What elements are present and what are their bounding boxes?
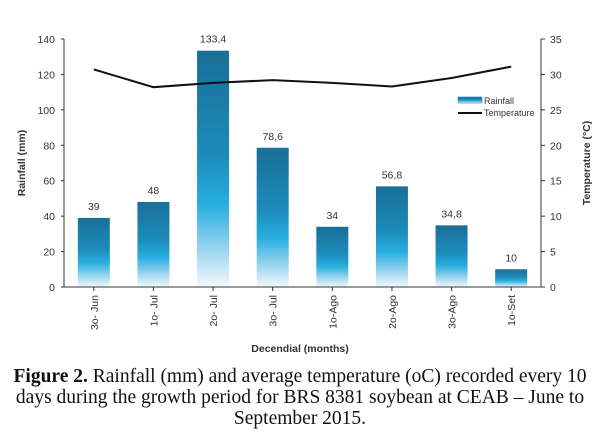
x-tick-label: 3o- Jun xyxy=(89,295,101,330)
y2-tick-label: 30 xyxy=(550,69,562,81)
x-tick-label: 1o-Set xyxy=(506,295,518,326)
x-tick-label: 2o-Ago xyxy=(387,295,399,329)
y2-tick-label: 5 xyxy=(550,247,556,259)
rainfall-bar xyxy=(435,225,468,287)
bar-data-label: 133,4 xyxy=(200,34,226,46)
rainfall-bar xyxy=(316,226,349,287)
x-axis-title: Decendial (months) xyxy=(251,343,348,355)
bar-data-label: 56,8 xyxy=(382,169,403,181)
y2-tick-label: 0 xyxy=(550,282,556,294)
y-tick-label: 20 xyxy=(43,247,55,259)
legend-temperature-label: Temperature xyxy=(484,108,535,118)
x-tick-label: 2o- Jul xyxy=(208,295,220,327)
temperature-line xyxy=(93,65,512,89)
x-tick-label: 1o- Jul xyxy=(148,295,160,327)
chart: 3948133,478,63456,834,810020406080100120… xyxy=(16,34,593,355)
bar-data-label: 34 xyxy=(326,210,338,222)
x-tick-label: 3o- Jul xyxy=(268,295,280,327)
bar-data-label: 39 xyxy=(88,201,100,213)
y2-tick-label: 20 xyxy=(550,140,562,152)
figure-caption: Figure 2. Rainfall (mm) and average temp… xyxy=(0,366,600,429)
y-tick-label: 100 xyxy=(37,105,55,117)
y-axis-title: Rainfall (mm) xyxy=(16,130,28,197)
y-tick-label: 140 xyxy=(37,34,55,46)
y2-tick-label: 10 xyxy=(550,211,562,223)
x-tick-label: 1o-Ago xyxy=(327,295,339,329)
y-tick-label: 40 xyxy=(43,211,55,223)
y2-tick-label: 25 xyxy=(550,105,562,117)
rainfall-bar xyxy=(375,186,408,287)
caption-label: Figure 2. xyxy=(13,366,88,387)
y-tick-label: 60 xyxy=(43,176,55,188)
bar-data-label: 10 xyxy=(505,252,517,264)
rainfall-bar xyxy=(495,269,528,287)
rainfall-bar xyxy=(256,147,289,287)
caption-text: Rainfall (mm) and average temperature (o… xyxy=(15,366,587,429)
y2-tick-label: 35 xyxy=(550,34,562,46)
y2-axis-title: Temperature (°C) xyxy=(581,121,593,206)
bar-data-label: 34,8 xyxy=(441,208,462,220)
y2-tick-label: 15 xyxy=(550,176,562,188)
legend-rainfall-swatch xyxy=(457,96,483,104)
rainfall-bar xyxy=(137,201,170,287)
y-tick-label: 0 xyxy=(49,282,55,294)
y-tick-label: 80 xyxy=(43,140,55,152)
rainfall-bar xyxy=(77,217,110,287)
bar-data-label: 78,6 xyxy=(262,131,283,143)
x-tick-label: 3o-Ago xyxy=(447,295,459,329)
y-tick-label: 120 xyxy=(37,69,55,81)
bar-data-label: 48 xyxy=(148,185,160,197)
rainfall-bar xyxy=(197,50,230,287)
legend-rainfall-label: Rainfall xyxy=(484,96,514,106)
